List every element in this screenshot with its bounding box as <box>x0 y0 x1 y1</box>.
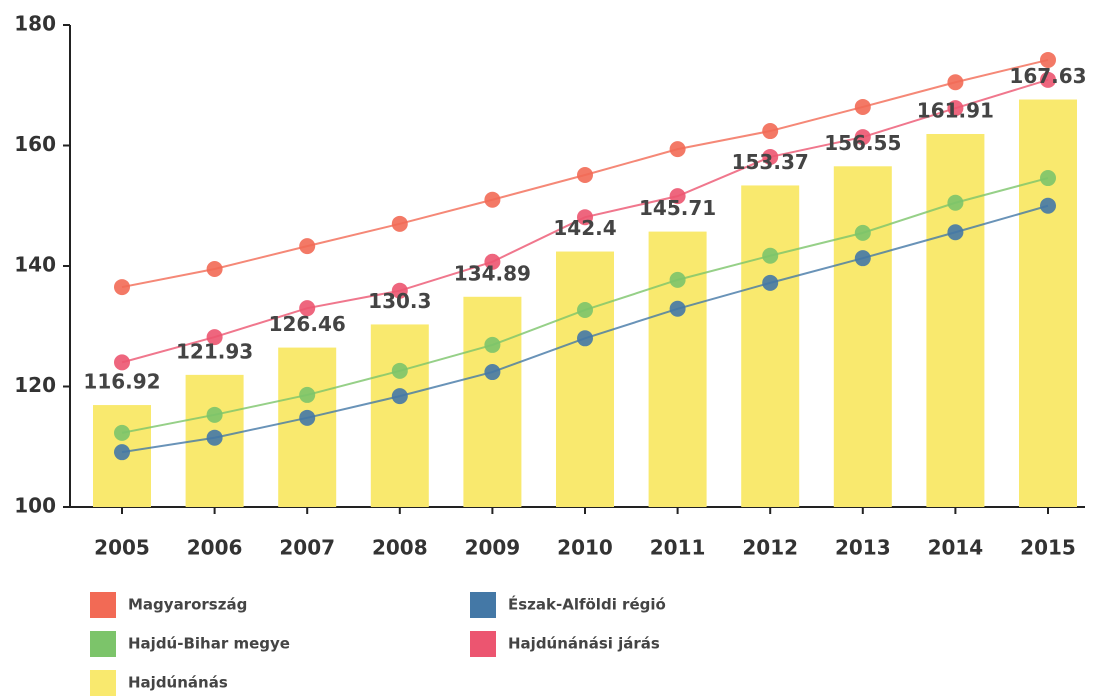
marker <box>577 209 593 226</box>
y-tick-label: 120 <box>14 373 56 397</box>
marker <box>206 429 223 446</box>
value-label: 134.89 <box>454 261 531 285</box>
marker <box>299 409 316 426</box>
marker <box>484 336 501 353</box>
value-label: 126.46 <box>269 312 346 336</box>
marker <box>762 148 779 165</box>
marker <box>577 330 593 347</box>
legend-label: Észak-Alföldi régió <box>508 595 666 614</box>
marker <box>299 300 316 317</box>
bar <box>926 133 985 507</box>
value-label: 130.3 <box>368 289 431 313</box>
marker <box>669 188 686 205</box>
marker <box>114 354 130 371</box>
marker <box>391 215 408 232</box>
value-label: 121.93 <box>176 339 253 363</box>
x-tick-label: 2006 <box>187 536 243 560</box>
marker <box>854 129 871 146</box>
marker <box>947 224 964 241</box>
legend-swatch <box>90 631 116 657</box>
x-tick-label: 2011 <box>650 536 706 560</box>
x-tick-label: 2014 <box>928 536 984 560</box>
marker <box>577 167 593 184</box>
marker <box>1040 71 1056 88</box>
legend-swatch <box>90 670 116 696</box>
x-tick-label: 2012 <box>742 536 798 560</box>
legend-swatch <box>90 592 116 618</box>
marker <box>391 362 408 379</box>
marker <box>762 247 779 264</box>
marker <box>299 238 316 255</box>
marker <box>669 141 686 158</box>
bar <box>278 347 337 507</box>
x-tick-label: 2005 <box>94 536 150 560</box>
marker <box>1040 170 1056 187</box>
bar <box>833 166 892 507</box>
x-tick-label: 2013 <box>835 536 891 560</box>
marker <box>669 300 686 317</box>
value-label: 116.92 <box>83 370 160 394</box>
value-label: 142.4 <box>553 216 616 240</box>
marker <box>947 74 964 91</box>
marker <box>854 250 871 267</box>
marker <box>391 282 408 299</box>
marker <box>947 100 964 117</box>
bar <box>463 296 522 507</box>
marker <box>762 123 779 140</box>
marker <box>299 386 316 403</box>
legend-label: Hajdú-Bihar megye <box>128 635 290 653</box>
x-tick-label: 2009 <box>465 536 521 560</box>
legend-label: Hajdúnánás <box>128 674 228 692</box>
marker <box>854 224 871 241</box>
marker <box>114 444 130 461</box>
marker <box>206 261 223 278</box>
marker <box>854 98 871 115</box>
value-label: 145.71 <box>639 196 716 220</box>
marker <box>206 329 223 346</box>
value-label: 153.37 <box>732 150 809 174</box>
legend-swatch <box>470 592 496 618</box>
x-tick-label: 2007 <box>279 536 335 560</box>
marker <box>391 388 408 405</box>
marker <box>484 253 501 270</box>
marker <box>1040 197 1056 214</box>
marker <box>947 194 964 211</box>
x-tick-label: 2008 <box>372 536 428 560</box>
marker <box>577 301 593 318</box>
y-tick-label: 100 <box>14 494 56 518</box>
marker <box>484 364 501 381</box>
marker <box>114 279 130 296</box>
y-tick-label: 140 <box>14 253 56 277</box>
value-label: 167.63 <box>1009 64 1086 88</box>
value-label: 161.91 <box>917 98 994 122</box>
bar <box>1019 99 1077 508</box>
marker <box>206 406 223 423</box>
marker <box>762 274 779 291</box>
marker <box>1040 51 1056 68</box>
legend-label: Magyarország <box>128 596 247 614</box>
bar <box>556 251 614 507</box>
y-tick-label: 180 <box>14 12 56 36</box>
marker <box>114 424 130 441</box>
marker <box>669 271 686 288</box>
bar <box>370 324 429 507</box>
marker <box>484 191 501 208</box>
x-tick-label: 2010 <box>557 536 613 560</box>
x-tick-label: 2015 <box>1020 536 1076 560</box>
legend-swatch <box>470 631 496 657</box>
value-label: 156.55 <box>824 131 901 155</box>
y-tick-label: 160 <box>14 132 56 156</box>
legend-label: Hajdúnánási járás <box>508 635 660 653</box>
bar <box>741 185 800 508</box>
